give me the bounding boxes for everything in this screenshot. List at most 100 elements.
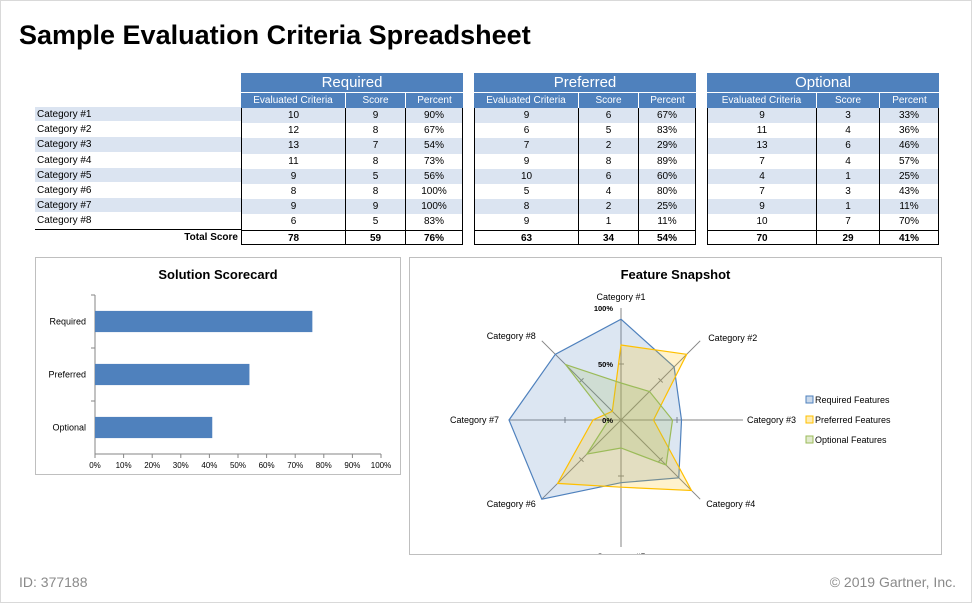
table-cell: 7 <box>816 214 879 230</box>
radar-series-optional-features <box>563 363 674 466</box>
table-cell: 25% <box>879 168 939 184</box>
group-header: Optional <box>707 73 939 92</box>
x-tick-label: 70% <box>287 461 303 470</box>
table-cell: 5 <box>345 214 405 230</box>
group-header: Preferred <box>474 73 696 92</box>
table-cell: 13 <box>707 138 816 154</box>
page-title: Sample Evaluation Criteria Spreadsheet <box>19 20 531 50</box>
column-headers: Evaluated Criteria Score Percent <box>707 92 939 108</box>
table-cell: 43% <box>879 183 939 200</box>
table-cell: 9 <box>345 199 405 215</box>
total-cell: 41% <box>879 230 939 244</box>
table-row: 13 7 54% <box>241 138 463 154</box>
radar-axis-label: Category #3 <box>747 415 796 425</box>
legend-swatch <box>805 395 814 404</box>
column-headers: Evaluated Criteria Score Percent <box>474 92 696 108</box>
bar-preferred <box>95 363 250 386</box>
legend-label: Required Features <box>815 395 890 405</box>
table-cell: 7 <box>345 138 405 154</box>
table-cell: 29% <box>638 138 696 154</box>
bar-required <box>95 310 313 333</box>
table-cell: 36% <box>879 123 939 139</box>
table-row: 7 2 29% <box>474 138 696 154</box>
table-cell: 46% <box>879 138 939 154</box>
x-tick-label: 30% <box>173 461 189 470</box>
column-header: Percent <box>638 93 696 108</box>
legend-swatch <box>805 435 814 444</box>
group-optional: Optional Evaluated Criteria Score Percent 9 3… <box>707 73 939 245</box>
radar-tick <box>658 377 664 383</box>
category-label: Category #7 <box>35 198 242 214</box>
total-cell: 70 <box>707 230 816 244</box>
table-cell: 1 <box>816 168 879 184</box>
table-row: 9 1 11% <box>474 214 696 230</box>
radar-series-preferred-features <box>556 344 693 492</box>
table-cell: 5 <box>474 183 578 200</box>
table-cell: 80% <box>638 183 696 200</box>
table-row: 5 4 80% <box>474 183 696 200</box>
table-row: 11 8 73% <box>241 153 463 169</box>
column-header: Score <box>345 93 405 108</box>
table-row: 6 5 83% <box>474 123 696 139</box>
radar-axis-label: Category #4 <box>706 499 755 509</box>
table-row: 8 2 25% <box>474 199 696 215</box>
total-cell: 34 <box>578 230 638 244</box>
table-cell: 9 <box>241 199 345 215</box>
table-cell: 9 <box>241 168 345 184</box>
bar-category-label: Required <box>49 317 86 327</box>
table-row: 9 1 11% <box>707 199 939 215</box>
column-header: Evaluated Criteria <box>253 95 333 106</box>
total-score-label: Total Score <box>35 228 242 244</box>
radar-ring-label: 100% <box>594 304 614 313</box>
total-cell: 29 <box>816 230 879 244</box>
table-cell: 10 <box>474 168 578 184</box>
column-header: Evaluated Criteria <box>486 95 566 106</box>
category-label: Category #3 <box>35 137 242 153</box>
table-row: 12 8 67% <box>241 123 463 139</box>
table-cell: 12 <box>241 123 345 139</box>
radar-tick <box>658 457 664 463</box>
table-cell: 10 <box>241 108 345 124</box>
table-row: 9 8 89% <box>474 153 696 169</box>
table-row: 7 4 57% <box>707 153 939 169</box>
scorecard-plot: Required Preferred Optional 0% 10% 20% 30% 40% 5… <box>48 294 391 470</box>
column-headers: Evaluated Criteria Score Percent <box>241 92 463 108</box>
table-row: 11 4 36% <box>707 123 939 139</box>
table-cell: 8 <box>345 153 405 169</box>
total-row: 78 59 76% <box>241 229 463 245</box>
table-cell: 6 <box>578 168 638 184</box>
category-column: Category #1 Category #2 Category #3 Categor… <box>35 107 242 244</box>
group-preferred: Preferred Evaluated Criteria Score Percent 9… <box>474 73 696 245</box>
bar-optional <box>95 416 213 439</box>
radar-ring-label: 0% <box>602 416 613 425</box>
x-tick-label: 100% <box>371 461 391 470</box>
table-cell: 11 <box>241 153 345 169</box>
x-tick-label: 90% <box>344 461 360 470</box>
table-cell: 25% <box>638 199 696 215</box>
table-row: 7 3 43% <box>707 183 939 200</box>
table-cell: 6 <box>578 108 638 124</box>
column-header: Score <box>816 93 879 108</box>
radar-tick <box>578 457 584 463</box>
table-row: 9 9 100% <box>241 199 463 215</box>
table-row: 13 6 46% <box>707 138 939 154</box>
table-row: 10 6 60% <box>474 168 696 184</box>
table-cell: 90% <box>405 108 463 124</box>
x-tick-label: 40% <box>201 461 217 470</box>
table-cell: 6 <box>241 214 345 230</box>
radar-ring-label: 50% <box>598 360 613 369</box>
table-cell: 3 <box>816 183 879 200</box>
table-cell: 4 <box>816 123 879 139</box>
table-cell: 9 <box>474 153 578 169</box>
table-cell: 67% <box>405 123 463 139</box>
table-cell: 2 <box>578 199 638 215</box>
total-row: 70 29 41% <box>707 229 939 245</box>
solution-scorecard-chart: Solution Scorecard Required Preferred Opti… <box>35 257 401 475</box>
table-cell: 1 <box>578 214 638 230</box>
total-cell: 59 <box>345 230 405 244</box>
table-cell: 67% <box>638 108 696 124</box>
table-cell: 7 <box>474 138 578 154</box>
table-cell: 8 <box>345 123 405 139</box>
group-header: Required <box>241 73 463 92</box>
table-cell: 4 <box>816 153 879 169</box>
